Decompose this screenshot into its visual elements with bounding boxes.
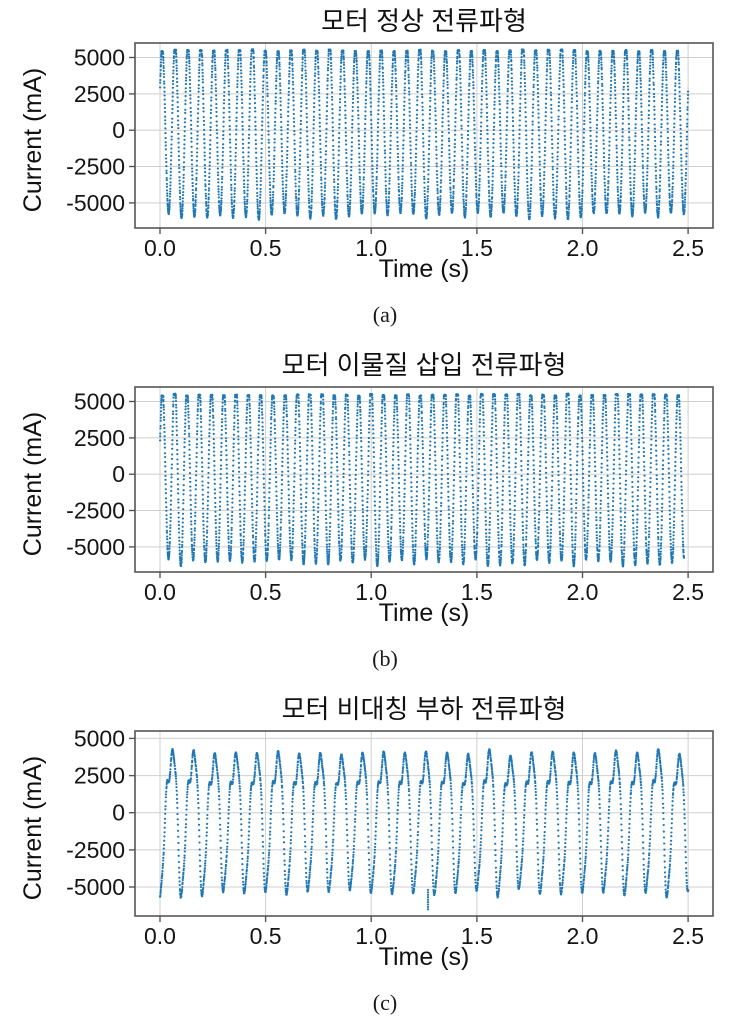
x-tick-label: 1.5	[461, 235, 493, 261]
subfigure-caption-c: (c)	[372, 990, 398, 1015]
chart-panel-c: 모터 비대칭 부하 전류파형 Current (mA) 0.0 0.5 1.0 1.5…	[0, 688, 746, 1032]
x-axis-label-b: Time (s)	[378, 599, 470, 627]
y-tick-label: 0	[112, 461, 125, 487]
y-tick-label: 2500	[74, 425, 125, 451]
x-tick-label: 0.5	[250, 579, 282, 605]
x-axis-label-a: Time (s)	[378, 255, 470, 283]
y-tick-label: 5000	[74, 389, 125, 415]
plot-border	[134, 42, 714, 229]
chart-panel-b: 모터 이물질 삽입 전류파형 Current (mA) 0.0 0.5 1.0 1.5…	[0, 344, 746, 688]
x-tick-label: 0.0	[144, 579, 176, 605]
y-tick-label: 2500	[74, 763, 125, 789]
y-tick-label: 5000	[74, 725, 125, 751]
plot-border	[134, 730, 714, 917]
waveform-plot-b: 0.0 0.5 1.0 1.5 2.0 2.5 5000 2500 0 -2500 -5000	[66, 386, 714, 605]
current-waveform	[158, 48, 690, 221]
y-tick-label: -2500	[66, 837, 125, 863]
y-tick-label: -2500	[66, 154, 125, 180]
waveform-plot-c: 0.0 0.5 1.0 1.5 2.0 2.5 5000 2500 0 -2500 -5000	[66, 725, 714, 949]
x-tick-label: 2.5	[672, 923, 704, 949]
chart-title-a: 모터 정상 전류파형	[321, 6, 527, 36]
current-waveform	[158, 392, 686, 568]
y-tick-label: 0	[112, 800, 125, 826]
x-tick-label: 0.0	[144, 235, 176, 261]
current-waveform	[158, 748, 690, 911]
y-tick-label: -2500	[66, 498, 125, 524]
x-tick-label: 0.5	[250, 235, 282, 261]
x-tick-label: 0.0	[144, 923, 176, 949]
x-tick-label: 1.0	[355, 579, 387, 605]
x-tick-label: 1.0	[355, 923, 387, 949]
waveform-plot-a: 0.0 0.5 1.0 1.5 2.0 2.5 5000 2500 0 -2500 -5000	[66, 42, 714, 261]
y-tick-label: -5000	[66, 190, 125, 216]
chart-panel-a: 모터 정상 전류파형 Current (mA) 0.0 0.5 1.0 1.5 2.0 2…	[0, 0, 746, 344]
y-tick-label: -5000	[66, 874, 125, 900]
x-tick-label: 2.0	[567, 579, 599, 605]
x-tick-label: 2.0	[567, 235, 599, 261]
y-tick-label: -5000	[66, 534, 125, 560]
chart-title-b: 모터 이물질 삽입 전류파형	[281, 350, 567, 380]
x-axis-label-c: Time (s)	[378, 943, 470, 971]
x-tick-label: 1.5	[461, 579, 493, 605]
x-tick-label: 1.5	[461, 923, 493, 949]
y-tick-label: 2500	[74, 81, 125, 107]
y-tick-label: 5000	[74, 45, 125, 71]
subfigure-caption-a: (a)	[372, 302, 398, 327]
chart-title-c: 모터 비대칭 부하 전류파형	[281, 694, 567, 724]
plot-border	[134, 386, 714, 573]
subfigure-caption-b: (b)	[372, 646, 398, 671]
x-tick-label: 1.0	[355, 235, 387, 261]
x-tick-label: 2.0	[567, 923, 599, 949]
y-tick-label: 0	[112, 117, 125, 143]
x-tick-label: 2.5	[672, 579, 704, 605]
x-tick-label: 2.5	[672, 235, 704, 261]
x-tick-label: 0.5	[250, 923, 282, 949]
